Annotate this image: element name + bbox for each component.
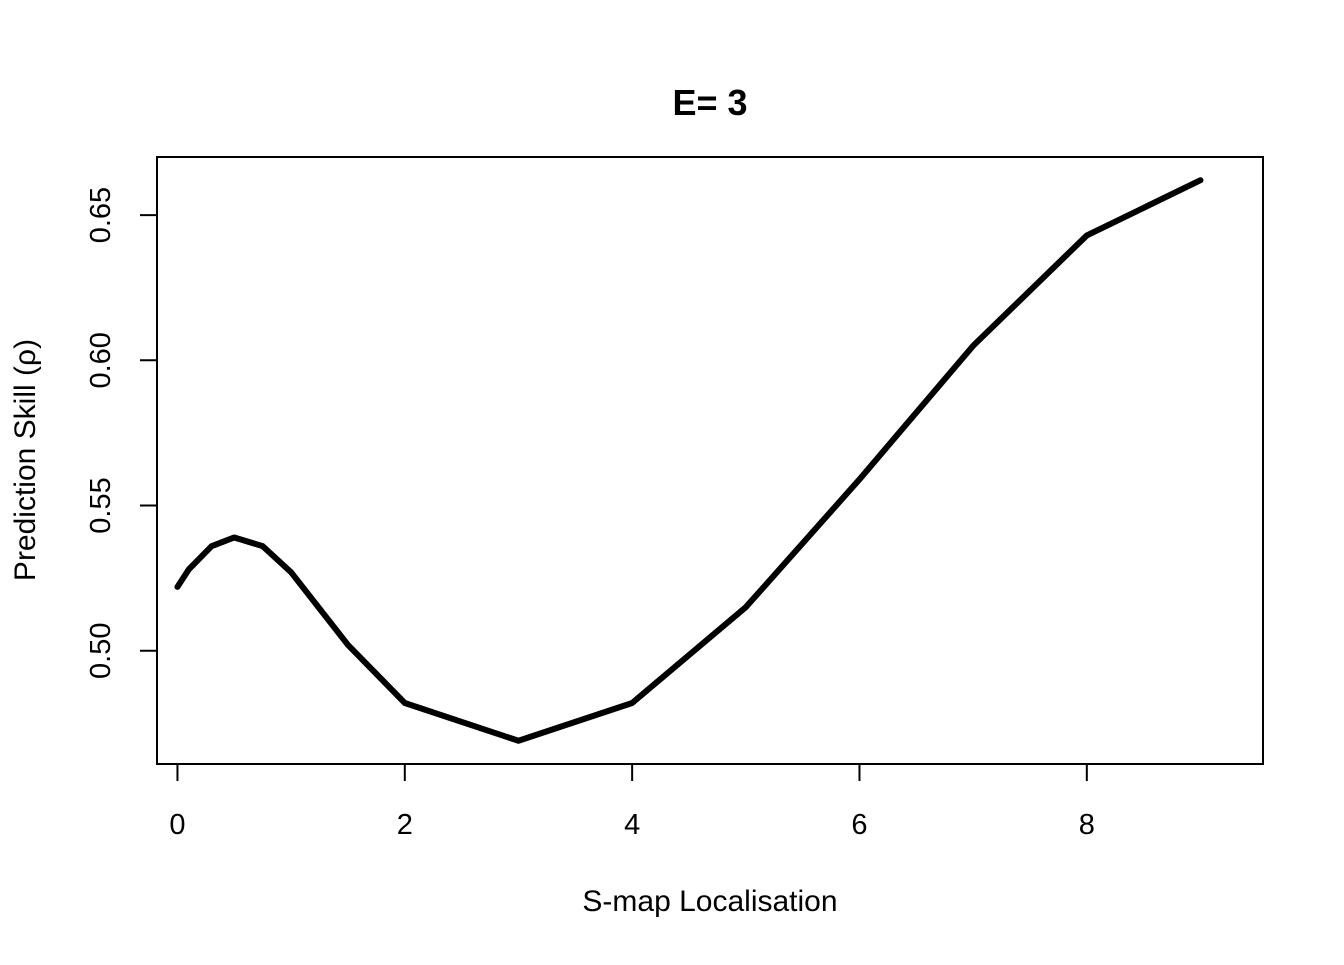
x-tick-label: 6 [851,809,867,841]
y-tick-label: 0.50 [85,623,117,679]
y-tick-label: 0.55 [85,477,117,533]
series-line [174,177,1204,744]
x-axis: 0 2 4 6 8 [169,763,1095,841]
y-tick-label: 0.65 [85,187,117,243]
plot-frame [156,156,1264,765]
x-tick-label: 4 [624,809,640,841]
y-tick-label: 0.60 [85,332,117,388]
y-axis-label: Prediction Skill (ρ) [9,339,42,581]
x-axis-label: S-map Localisation [582,885,837,918]
x-tick-label: 8 [1079,809,1095,841]
x-tick-label: 2 [397,809,413,841]
y-axis: 0.50 0.55 0.60 0.65 [85,187,158,679]
series-layer [174,177,1204,744]
chart-title: E= 3 [672,82,747,123]
x-tick-label: 0 [169,809,185,841]
